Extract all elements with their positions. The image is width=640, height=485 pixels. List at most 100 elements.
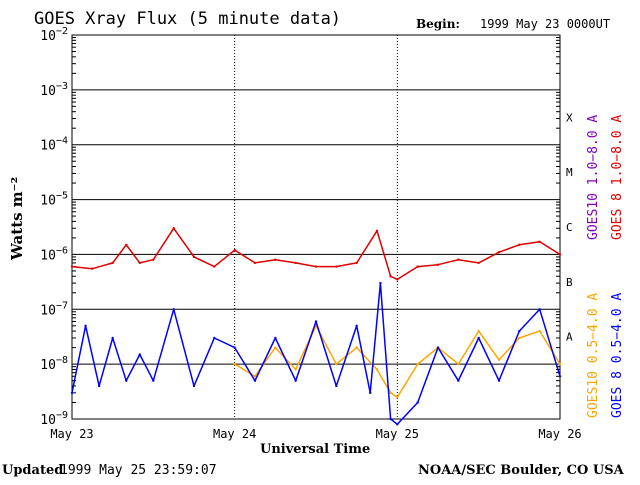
x-tick-label: May 24 xyxy=(213,427,256,441)
series-lines xyxy=(70,227,562,426)
series-point xyxy=(274,258,277,261)
series-point xyxy=(457,258,460,261)
series-point xyxy=(70,391,74,395)
series-point xyxy=(111,261,114,265)
series-point xyxy=(538,240,541,243)
legend-goes10-short: GOES10 0.5−4.0 A xyxy=(586,293,601,418)
series-point xyxy=(294,261,297,265)
y-tick-label: 10−6 xyxy=(40,245,68,263)
x-tick-label: May 26 xyxy=(538,427,581,441)
credit-text: NOAA/SEC Boulder, CO USA xyxy=(418,463,625,478)
series-point xyxy=(497,250,501,254)
series-point xyxy=(253,379,257,382)
series-point xyxy=(416,401,419,404)
series-point xyxy=(477,329,480,333)
series-point xyxy=(97,384,101,388)
flare-class-label: M xyxy=(566,166,573,179)
series-point xyxy=(213,265,216,268)
series-point xyxy=(274,336,277,340)
series-point xyxy=(138,353,141,356)
flare-class-label: C xyxy=(566,221,573,234)
series-point xyxy=(70,265,74,268)
legend-goes8-long: GOES 8 1.0−8.0 A xyxy=(610,115,625,240)
flare-class-label: X xyxy=(566,111,573,124)
y-axis-title: Watts m⁻² xyxy=(8,177,26,261)
series-point xyxy=(335,362,338,366)
series-point xyxy=(558,375,562,378)
series-point xyxy=(457,379,460,382)
series-point xyxy=(416,362,419,366)
series-point xyxy=(111,336,114,340)
series-point xyxy=(379,281,382,285)
y-tick-label: 10−4 xyxy=(40,136,68,154)
series-line xyxy=(234,325,561,398)
series-point xyxy=(497,358,501,361)
updated-label: Updated xyxy=(2,463,63,478)
series-point xyxy=(172,227,175,230)
series-point xyxy=(369,391,372,395)
y-axis-ticks: 10−2 10−3 10−4 10−5 10−6 10−7 10−8 10−9 xyxy=(40,26,68,428)
grid-lines xyxy=(72,37,560,403)
day-dividers xyxy=(234,35,398,419)
series-point xyxy=(233,248,236,252)
series-point xyxy=(233,346,236,349)
series-point xyxy=(558,253,562,256)
series-point xyxy=(294,379,297,382)
series-point xyxy=(253,261,257,265)
x-axis-title: Universal Time xyxy=(260,442,370,457)
x-tick-label: May 25 xyxy=(376,427,419,441)
series-line xyxy=(71,282,561,426)
y-tick-label: 10−2 xyxy=(40,26,68,44)
series-point xyxy=(497,379,501,382)
series-point xyxy=(125,379,128,382)
series-point xyxy=(457,362,460,366)
series-point xyxy=(477,261,480,265)
series-point xyxy=(538,308,541,311)
series-point xyxy=(152,258,155,261)
y-tick-label: 10−5 xyxy=(40,191,68,209)
series-point xyxy=(91,267,94,270)
series-point xyxy=(375,229,379,232)
series-point xyxy=(436,346,440,349)
series-point xyxy=(213,336,216,340)
series-point xyxy=(477,336,480,340)
series-point xyxy=(84,324,87,327)
series-line xyxy=(71,227,561,281)
series-point xyxy=(192,255,196,259)
series-point xyxy=(558,362,562,366)
series-point xyxy=(355,346,358,349)
series-point xyxy=(274,346,277,349)
series-point xyxy=(396,278,399,281)
series-point xyxy=(233,362,236,366)
series-point xyxy=(355,261,358,265)
series-point xyxy=(396,395,399,399)
series-point xyxy=(375,368,379,371)
series-point xyxy=(396,423,399,426)
series-point xyxy=(389,391,392,395)
y-tick-label: 10−8 xyxy=(40,355,68,373)
series-point xyxy=(335,384,338,388)
series-point xyxy=(172,308,175,311)
series-point xyxy=(192,384,196,388)
y-tick-label: 10−7 xyxy=(40,300,68,318)
begin-label: Begin: xyxy=(416,17,460,31)
x-tick-label: May 23 xyxy=(50,427,93,441)
legend-goes8-short: GOES 8 0.5−4.0 A xyxy=(610,293,625,418)
y-tick-label: 10−9 xyxy=(40,410,68,428)
series-point xyxy=(125,243,128,246)
flare-class-label: A xyxy=(566,331,573,344)
series-point xyxy=(518,329,521,333)
series-point xyxy=(416,265,419,268)
series-point xyxy=(335,265,338,268)
series-point xyxy=(518,243,521,246)
series-point xyxy=(518,336,521,340)
begin-value: 1999 May 23 0000UT xyxy=(480,17,610,31)
flare-class-label: B xyxy=(566,276,573,289)
series-point xyxy=(253,375,257,378)
series-point xyxy=(294,368,297,371)
series-point xyxy=(152,379,155,382)
chart-title: GOES Xray Flux (5 minute data) xyxy=(34,9,341,29)
series-point xyxy=(389,417,392,421)
plot-frame xyxy=(71,34,561,420)
